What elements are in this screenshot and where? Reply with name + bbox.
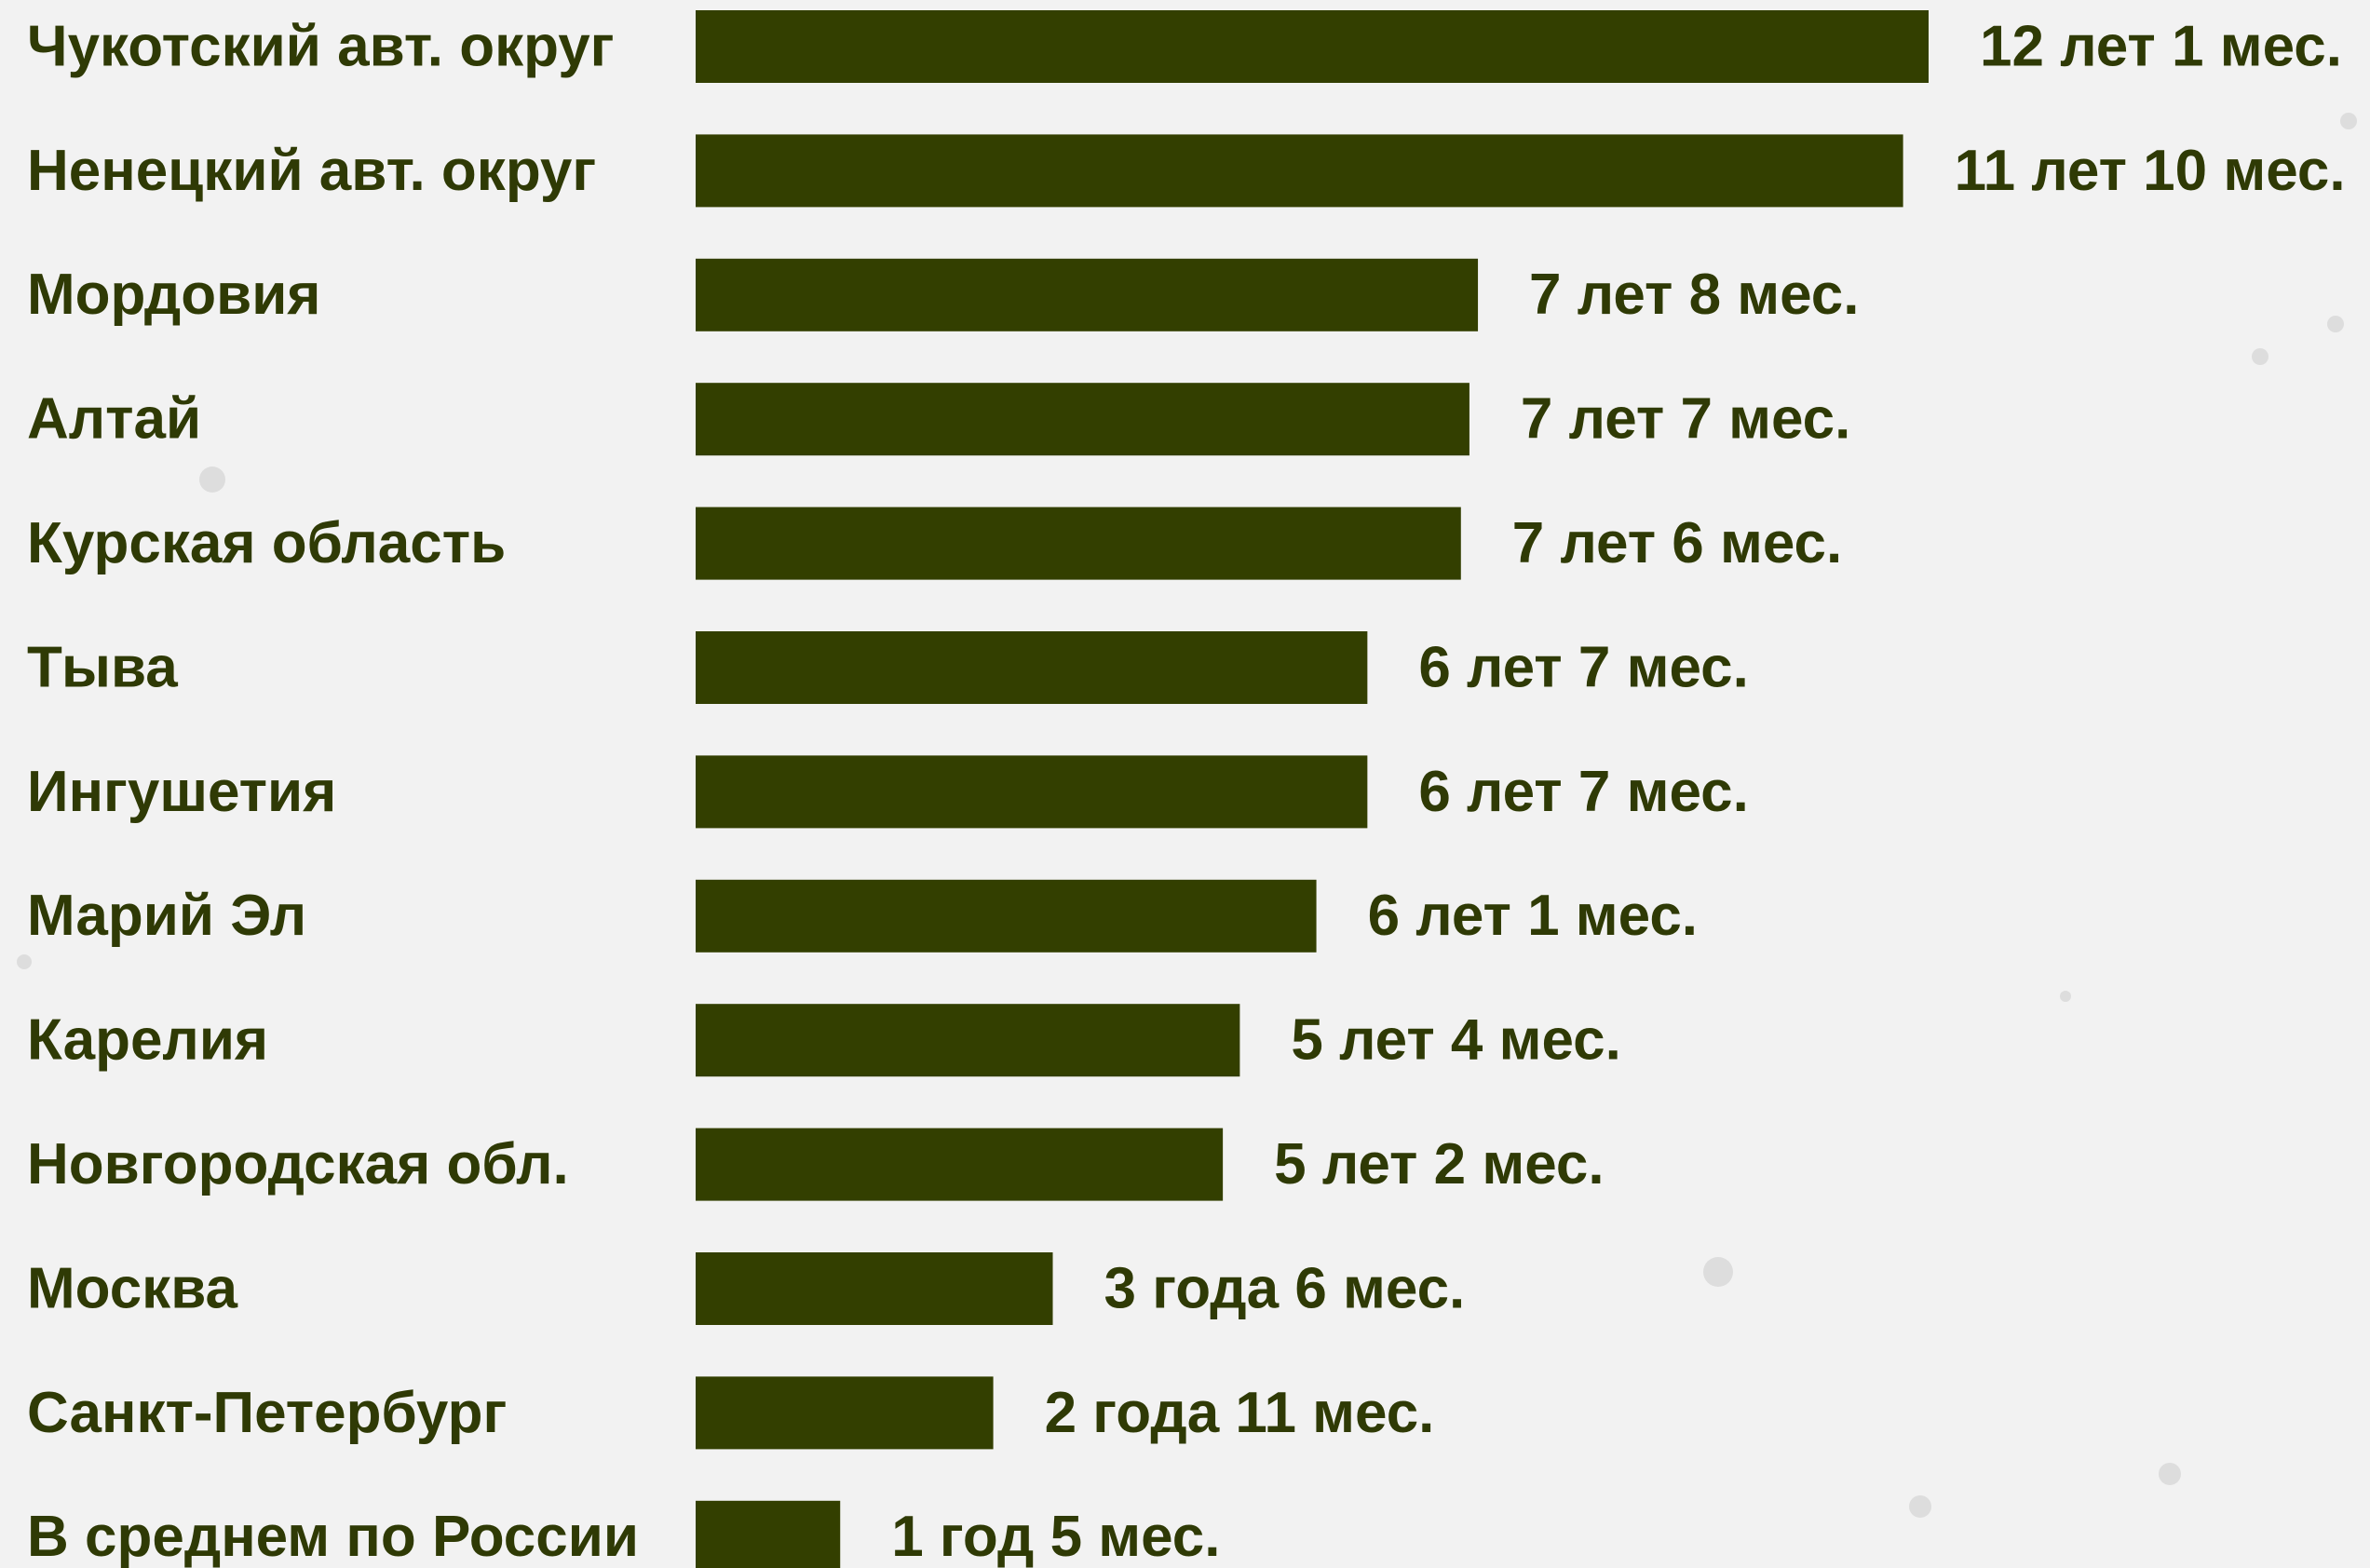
bar xyxy=(696,507,1461,580)
value-label: 5 лет 4 мес. xyxy=(1291,1008,1620,1073)
value-label: 7 лет 6 мес. xyxy=(1512,511,1842,575)
value-label: 6 лет 1 мес. xyxy=(1368,884,1698,948)
bar xyxy=(696,755,1368,829)
bar xyxy=(696,383,1469,456)
category-label: Мордовия xyxy=(27,263,320,327)
bar xyxy=(696,879,1317,953)
value-label: 3 года 6 мес. xyxy=(1104,1256,1466,1320)
bar xyxy=(696,134,1903,208)
bar xyxy=(696,258,1479,331)
bar xyxy=(696,1376,994,1450)
category-label: Алтай xyxy=(27,387,201,452)
category-label: Тыва xyxy=(27,635,178,699)
bar xyxy=(696,10,1929,83)
value-label: 1 год 5 мес. xyxy=(891,1505,1220,1568)
value-label: 6 лет 7 мес. xyxy=(1418,760,1748,824)
value-label: 7 лет 8 мес. xyxy=(1529,263,1859,327)
decor-dots xyxy=(17,113,2357,1518)
category-label: Курская область xyxy=(27,511,506,575)
category-label: Марий Эл xyxy=(27,884,306,948)
category-label: Ненецкий авт. округ xyxy=(27,139,596,203)
bar xyxy=(696,1004,1240,1077)
value-label: 5 лет 2 мес. xyxy=(1274,1132,1604,1196)
value-label: 2 года 11 мес. xyxy=(1045,1381,1435,1445)
value-label: 7 лет 7 мес. xyxy=(1521,387,1850,452)
category-label: Чукотский авт. округ xyxy=(27,14,615,78)
value-label: 11 лет 10 мес. xyxy=(1955,139,2346,203)
category-label: Карелия xyxy=(27,1008,268,1073)
bar xyxy=(696,1500,841,1568)
value-label: 12 лет 1 мес. xyxy=(1980,14,2342,78)
category-label: Москва xyxy=(27,1256,238,1320)
category-label: Санкт-Петербург xyxy=(27,1381,507,1445)
bar xyxy=(696,1252,1053,1325)
value-label: 6 лет 7 мес. xyxy=(1418,635,1748,699)
bar xyxy=(696,1128,1224,1201)
category-label: Ингушетия xyxy=(27,760,336,824)
bar xyxy=(696,631,1368,704)
category-label: Новгородская обл. xyxy=(27,1132,569,1196)
category-label: В среднем по России xyxy=(27,1505,639,1568)
